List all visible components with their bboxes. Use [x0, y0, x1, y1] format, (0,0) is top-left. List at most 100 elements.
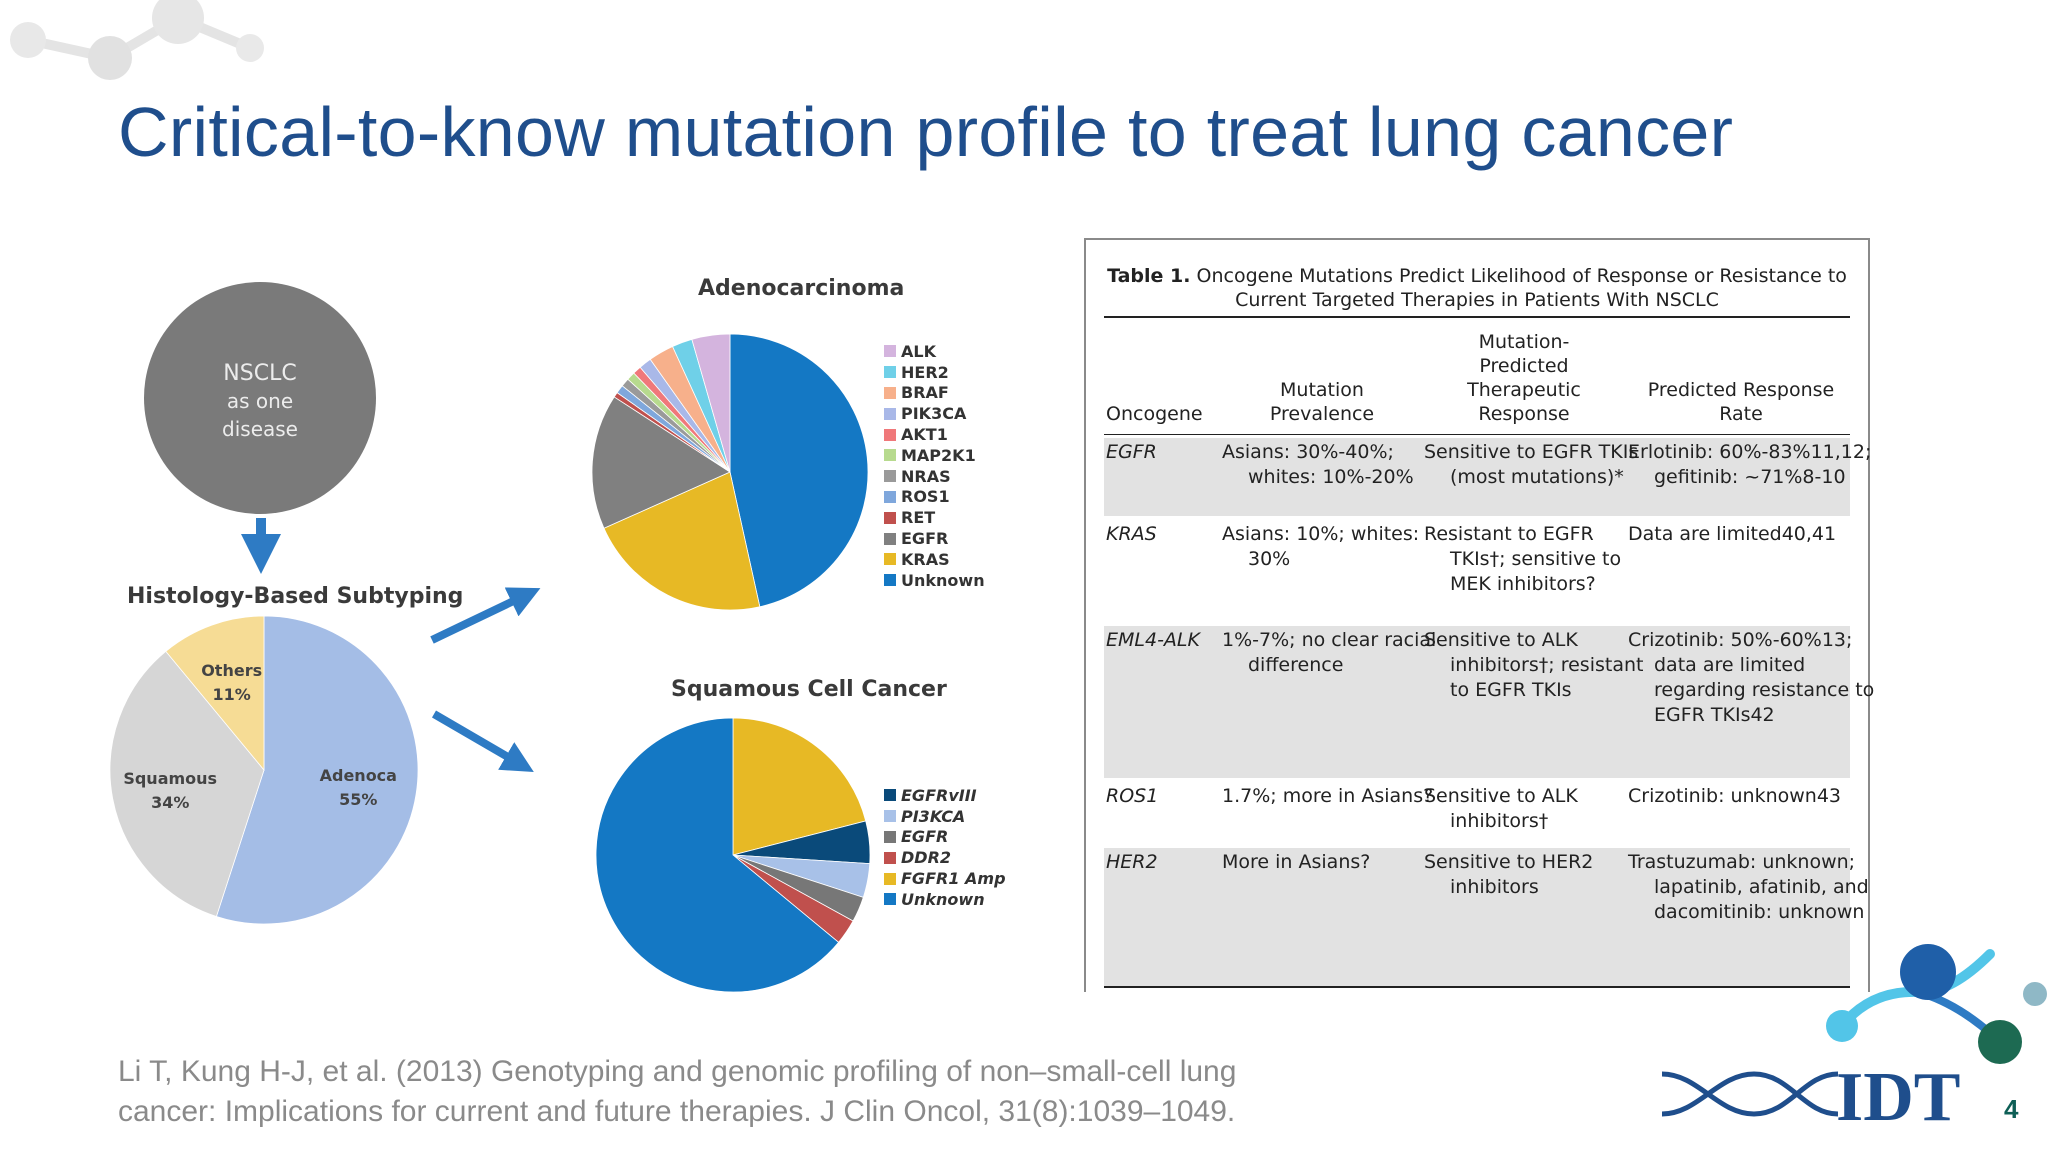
legend-swatch — [884, 449, 896, 462]
page-number: 4 — [2004, 1094, 2019, 1124]
legend-swatch — [884, 345, 896, 358]
pie-slice-unknown — [729, 333, 869, 608]
pie-slice-kras — [603, 471, 761, 611]
table-cell-oncogene: EGFR — [1106, 441, 1157, 463]
legend-label: EGFR — [901, 529, 949, 549]
legend-swatch — [884, 470, 896, 483]
legend-label: BRAF — [901, 383, 949, 403]
idt-logo-mark — [1826, 944, 2047, 1064]
pie-slice-egfr — [591, 396, 731, 529]
nsclc-line-2: as one — [227, 389, 293, 413]
legend-label: Unknown — [901, 570, 985, 590]
legend-label: ALK — [901, 341, 936, 361]
header-rate: Predicted Response Rate — [1626, 378, 1856, 426]
legend-swatch — [884, 407, 896, 420]
pie-label-others: Others — [201, 661, 262, 680]
table-cell-prevalence: Asians: 30%-40%; whites: 10%-20% — [1222, 441, 1414, 488]
idt-logo: IDT — [1661, 1059, 1960, 1128]
legend-item-alk: ALK — [884, 341, 985, 362]
table-cell-rate: Crizotinib: unknown43 — [1628, 785, 1842, 807]
legend-label: EGFRvIII — [901, 785, 977, 805]
legend-label: PI3KCA — [901, 806, 966, 826]
legend-swatch — [884, 893, 896, 906]
pie-label-adenoca: Adenoca — [320, 766, 397, 785]
table-cell-oncogene: ROS1 — [1106, 785, 1159, 807]
legend-item-unknown: Unknown — [884, 889, 1006, 910]
histology-label: Histology-Based Subtyping — [127, 584, 464, 609]
legend-item-kras: KRAS — [884, 549, 985, 570]
legend-item-pi3kca: PI3KCA — [884, 806, 1006, 827]
legend-item-nras: NRAS — [884, 466, 985, 487]
table-cell-prevalence: 1.7%; more in Asians? — [1222, 785, 1434, 807]
legend-label: RET — [901, 508, 936, 528]
legend-swatch — [884, 553, 896, 566]
legend-item-akt1: AKT1 — [884, 424, 985, 445]
citation: Li T, Kung H-J, et al. (2013) Genotyping… — [118, 1052, 1418, 1132]
table-caption-bold: Table 1. — [1107, 265, 1191, 287]
pie-slice-unknown — [595, 717, 840, 993]
pie-slice-adenoca — [215, 615, 419, 925]
squamous-title: Squamous Cell Cancer — [671, 677, 947, 702]
legend-swatch — [884, 830, 896, 843]
adeno-pie — [591, 333, 869, 611]
idt-logo-text: IDT — [1836, 1059, 1960, 1128]
adeno-title: Adenocarcinoma — [698, 276, 905, 301]
legend-swatch — [884, 428, 896, 441]
legend-swatch — [884, 366, 896, 379]
nsclc-line-3: disease — [222, 417, 298, 441]
legend-label: FGFR1 Amp — [901, 869, 1006, 889]
legend-swatch — [884, 810, 896, 823]
legend-swatch — [884, 851, 896, 864]
legend-label: NRAS — [901, 466, 951, 486]
legend-swatch — [884, 789, 896, 802]
pie-slice-alk — [691, 333, 731, 473]
table-cell-rate: Erlotinib: 60%-83%11,12; gefitinib: ~71%… — [1628, 441, 1872, 488]
table-header: Oncogene Mutation Prevalence Mutation- P… — [1104, 328, 1850, 434]
legend-item-fgfr1-amp: FGFR1 Amp — [884, 868, 1006, 889]
nsclc-line-1: NSCLC — [223, 361, 296, 386]
table-cell-response: Sensitive to EGFR TKIs (most mutations)* — [1424, 441, 1639, 488]
pie-label-others-value: 11% — [213, 685, 251, 704]
table-caption: Table 1. Oncogene Mutations Predict Like… — [1104, 264, 1850, 312]
nsclc-circle: NSCLC as one disease — [144, 282, 376, 514]
table-cell-response: Sensitive to HER2 inhibitors — [1424, 851, 1594, 898]
legend-label: ROS1 — [901, 487, 950, 507]
table-cell-rate: Data are limited40,41 — [1628, 523, 1837, 545]
header-response-line: Therapeutic — [1467, 379, 1581, 401]
pie-slice-others — [165, 615, 265, 772]
header-response-line: Predicted — [1479, 355, 1569, 377]
table-cell-response: Sensitive to ALK inhibitors†; resistant … — [1424, 629, 1644, 701]
squamous-legend: EGFRvIII PI3KCA EGFR DDR2 FGFR1 Amp Unknown — [884, 785, 1006, 910]
legend-swatch — [884, 386, 896, 399]
header-prevalence: Mutation Prevalence — [1222, 378, 1422, 426]
header-prevalence-line: Prevalence — [1269, 403, 1375, 425]
pie-label-squamous-value: 34% — [151, 793, 189, 812]
table-cell-response: Sensitive to ALK inhibitors† — [1424, 785, 1578, 832]
adeno-legend: ALK HER2 BRAF PIK3CA AKT1 MAP2K1 NRAS ROS1 RET EG… — [884, 341, 985, 591]
legend-item-egfrviii: EGFRvIII — [884, 785, 1006, 806]
table-row: EGFR Asians: 30%-40%; whites: 10%-20% Sens… — [1104, 438, 1871, 516]
header-response: Mutation- Predicted Therapeutic Response — [1424, 330, 1624, 426]
citation-line: Li T, Kung H-J, et al. (2013) Genotyping… — [118, 1055, 1237, 1088]
legend-swatch — [884, 574, 896, 587]
table-cell-oncogene: EML4-ALK — [1106, 629, 1200, 651]
pie-label-adenoca-value: 55% — [339, 790, 377, 809]
legend-label: DDR2 — [901, 848, 952, 868]
table-row: HER2 More in Asians? Sensitive to HER2 inh… — [1104, 848, 1869, 986]
table-row: EML4-ALK 1%-7%; no clear racial differenc… — [1104, 626, 1874, 778]
header-oncogene: Oncogene — [1106, 403, 1203, 425]
pie-slice-fgfr1-amp — [732, 717, 867, 856]
header-response-line: Response — [1478, 403, 1570, 425]
legend-item-pik3ca: PIK3CA — [884, 403, 985, 424]
legend-swatch — [884, 490, 896, 503]
table-cell-prevalence: 1%-7%; no clear racial difference — [1222, 629, 1437, 676]
histology-pie: Adenoca 55% Squamous 34% Others 11% — [109, 615, 419, 925]
table-row: KRAS Asians: 10%; whites: 30% Resistant to… — [1104, 520, 1850, 622]
arrow-to-squamous-icon — [431, 710, 534, 773]
table-caption-text: Oncogene Mutations Predict Likelihood of… — [1190, 265, 1847, 311]
legend-swatch — [884, 872, 896, 885]
header-rate-line: Predicted Response — [1647, 379, 1835, 401]
table-row: ROS1 1.7%; more in Asians? Sensitive to AL… — [1104, 782, 1850, 844]
table-cell-oncogene: KRAS — [1106, 523, 1157, 545]
legend-item-ddr2: DDR2 — [884, 847, 1006, 868]
